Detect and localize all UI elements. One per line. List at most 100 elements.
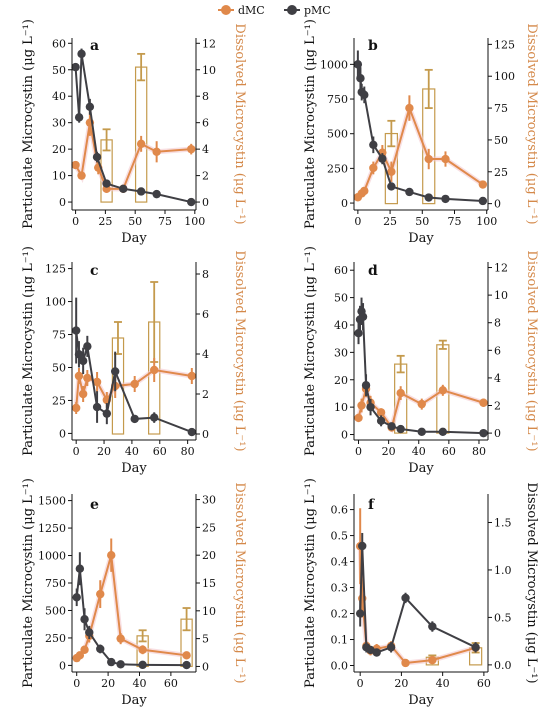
y-right-tick-label-0: 0.0: [494, 659, 512, 672]
pmc-point-2: [77, 49, 86, 59]
y-right-tick-label-5: 125: [494, 38, 515, 51]
pmc-line: [74, 53, 192, 204]
panel-e: 0 20 40 60 0 250 500 750 1000 1250 1500 0 5 10 15 20 25 3…: [21, 478, 247, 708]
y-right-tick-label-4: 8: [202, 268, 209, 281]
y-right-tick-label-2: 4: [494, 372, 501, 385]
panel-a: 0 25 50 75 100 0 10 20 30 40 50 60 0 2 4 6 8 10 12 Day Parti…: [21, 19, 247, 246]
dmc-point-5: [107, 550, 116, 560]
x-tick-label-2: 40: [125, 445, 139, 458]
pmc-point-9: [441, 194, 450, 204]
dmc-point-4: [376, 408, 386, 417]
y-left-tick-label-6: 1500: [38, 495, 66, 508]
pmc-point-9: [417, 427, 426, 436]
y-left-tick-label-2: 500: [327, 128, 348, 141]
y-right-axis-title: Dissolved Microcystin (μg L⁻¹): [524, 23, 539, 224]
x-tick-label-0: 0: [73, 677, 80, 690]
y-right-tick-label-1: 2: [494, 400, 501, 413]
x-axis-title: Day: [408, 693, 434, 708]
pmc-point-1: [356, 74, 365, 83]
y-right-tick-label-3: 6: [202, 117, 209, 130]
y-left-tick-label-5: 50: [52, 64, 66, 77]
x-tick-label-3: 60: [164, 677, 178, 690]
pmc-point-6: [387, 182, 396, 191]
dmc-point-8: [187, 144, 196, 154]
y-right-tick-label-5: 10: [494, 289, 508, 302]
legend-pmc-label: pMC: [304, 4, 331, 17]
y-right-tick-label-1: 2: [202, 388, 209, 401]
legend-pmc-marker: [287, 5, 297, 15]
x-tick-label-1: 20: [97, 445, 111, 458]
pmc-line: [359, 545, 477, 654]
y-left-tick-label-5: 125: [45, 263, 66, 276]
dmc-point-7: [152, 147, 161, 156]
pmc-point-6: [116, 660, 125, 669]
dmc-point-1: [357, 401, 366, 410]
pmc-point-0: [354, 329, 363, 338]
dmc-point-7: [417, 399, 426, 409]
y-left-tick-label-2: 20: [52, 143, 66, 156]
pmc-point-4: [96, 644, 105, 654]
dmc-line: [357, 385, 484, 430]
y-left-tick-label-1: 250: [45, 632, 66, 645]
x-tick-label-1: 25: [98, 215, 112, 228]
panel-c: 0 20 40 60 80 0 25 50 75 100 125 0 2 4 6 8 Day Particulat…: [21, 246, 247, 476]
pmc-point-8: [424, 193, 433, 202]
pmc-point-5: [102, 409, 112, 418]
pmc-point-4: [361, 381, 371, 390]
y-left-tick-label-5: 0.5: [331, 530, 349, 543]
y-left-tick-label-2: 500: [45, 604, 66, 617]
pmc-point-1: [75, 564, 85, 573]
panel-label-d: d: [368, 263, 378, 279]
pmc-point-2: [78, 356, 88, 366]
x-tick-label-1: 20: [394, 677, 408, 690]
pmc-point-8: [152, 189, 161, 199]
y-left-tick-label-3: 0.3: [331, 582, 349, 595]
y-left-tick-label-0: 0: [59, 659, 66, 672]
x-tick-label-2: 50: [415, 215, 429, 228]
y-left-tick-label-4: 100: [45, 296, 66, 309]
y-left-tick-label-4: 40: [52, 90, 66, 103]
dmc-point-1: [74, 371, 84, 381]
y-left-tick-label-2: 0.2: [331, 608, 349, 621]
y-right-tick-label-4: 100: [494, 70, 515, 83]
dmc-line-shadow: [75, 554, 187, 660]
x-tick-label-4: 100: [184, 215, 205, 228]
dmc-point-3: [369, 163, 378, 173]
dmc-point-6: [405, 103, 414, 113]
pmc-point-10: [438, 427, 448, 436]
y-left-tick-label-4: 1000: [320, 58, 348, 71]
y-left-tick-label-1: 10: [52, 170, 66, 183]
pmc-point-3: [85, 628, 94, 637]
y-left-tick-label-1: 25: [52, 394, 66, 407]
dmc-point-2: [80, 645, 89, 654]
y-right-axis-title: Dissolved Microcystin (μg L⁻¹): [524, 250, 539, 451]
pmc-point-4: [369, 140, 378, 150]
x-tick-label-3: 60: [442, 445, 456, 458]
y-left-tick-label-3: 750: [45, 577, 66, 590]
y-right-tick-label-3: 75: [494, 102, 508, 115]
y-right-tick-label-2: 50: [494, 134, 508, 147]
dmc-point-9: [187, 371, 197, 381]
dmc-point-8: [150, 365, 159, 375]
panel-label-a: a: [90, 38, 99, 54]
x-tick-label-0: 0: [355, 445, 362, 458]
pmc-point-11: [479, 428, 488, 438]
panels: 0 25 50 75 1000102030405060024681012DayParti…: [21, 19, 539, 708]
y-left-tick-label-2: 20: [334, 374, 348, 387]
dmc-point-5: [387, 167, 396, 176]
pmc-point-4: [92, 402, 102, 412]
x-tick-label-4: 80: [472, 445, 486, 458]
y-right-tick-label-3: 6: [494, 344, 501, 357]
y-left-tick-label-3: 30: [52, 117, 66, 130]
dmc-line: [75, 368, 192, 409]
y-right-tick-label-3: 15: [202, 577, 216, 590]
y-left-axis-title: Particulate Microcystin (μg L⁻¹): [303, 478, 318, 688]
dmc-point-2: [360, 186, 369, 196]
y-left-axis-title: Particulate Microcystin (μg L⁻¹): [303, 19, 318, 229]
pmc-point-0: [71, 62, 80, 72]
y-right-tick-label-3: 1.5: [494, 516, 512, 529]
y-right-axis-title: Dissolved Microcystin (μg L⁻¹): [232, 482, 247, 683]
dmc-point-2: [78, 389, 88, 399]
dmc-point-8: [438, 386, 448, 395]
